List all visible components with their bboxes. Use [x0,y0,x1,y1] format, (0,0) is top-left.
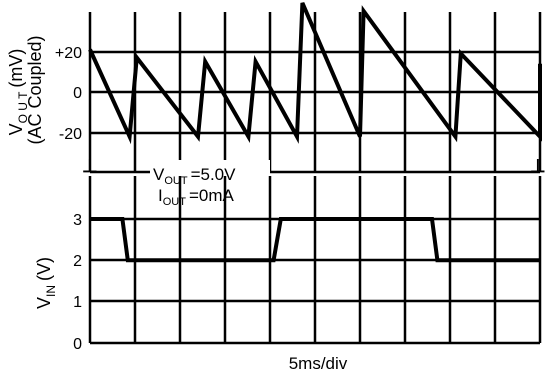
vout-y-axis-label-main: V [6,123,26,135]
vout-y-tick-label: +20 [55,45,82,62]
vout-y-axis-label-coupling: (AC Coupled) [25,35,45,144]
iout-annotation-value: =0mA [189,186,235,205]
vin-y-tick-label: 1 [73,294,82,311]
vin-y-axis-label-suffix: (V) [34,257,54,281]
vout-y-tick-labels: +20 0 -20 [55,45,82,143]
vin-y-tick-label: 0 [73,336,82,353]
x-axis-label: 5ms/div [289,354,348,373]
vin-y-tick-label: 3 [73,212,82,229]
vin-trace [90,217,540,263]
vout-y-tick-label: -20 [59,126,82,143]
vout-grid [88,12,542,174]
vin-panel: 3 2 1 0 VIN (V) [34,176,542,353]
vout-annotation-main: V [153,165,165,184]
vout-y-tick-label: 0 [73,85,82,102]
vout-y-axis-label-suffix: (mV) [6,49,26,88]
vout-y-axis-label: VO U T (mV) [6,49,30,136]
vin-y-axis-label-main: V [34,297,54,309]
iout-annotation-main: I [158,186,163,205]
vin-y-axis-label: VIN (V) [34,257,58,309]
vout-annotation-value: =5.0V [191,165,237,184]
vout-trace [88,2,542,145]
vin-y-tick-label: 2 [73,253,82,270]
vout-y-axis-label-sub: O U T [16,91,30,123]
annotation-background [150,160,270,206]
vout-ground-marker-right: ⊥ [530,156,545,176]
vout-ground-marker-left: ⊥ [82,156,98,176]
vout-panel: +20 0 -20 VO U T (mV) (AC Coupled) [6,2,542,174]
condition-annotation: VOUT =5.0V IOUT =0mA [150,160,270,208]
vin-y-axis-label-sub: IN [44,285,58,297]
iout-annotation-sub: OUT [163,196,187,208]
vout-annotation-sub: OUT [164,175,188,187]
vin-y-tick-labels: 3 2 1 0 [73,212,82,353]
